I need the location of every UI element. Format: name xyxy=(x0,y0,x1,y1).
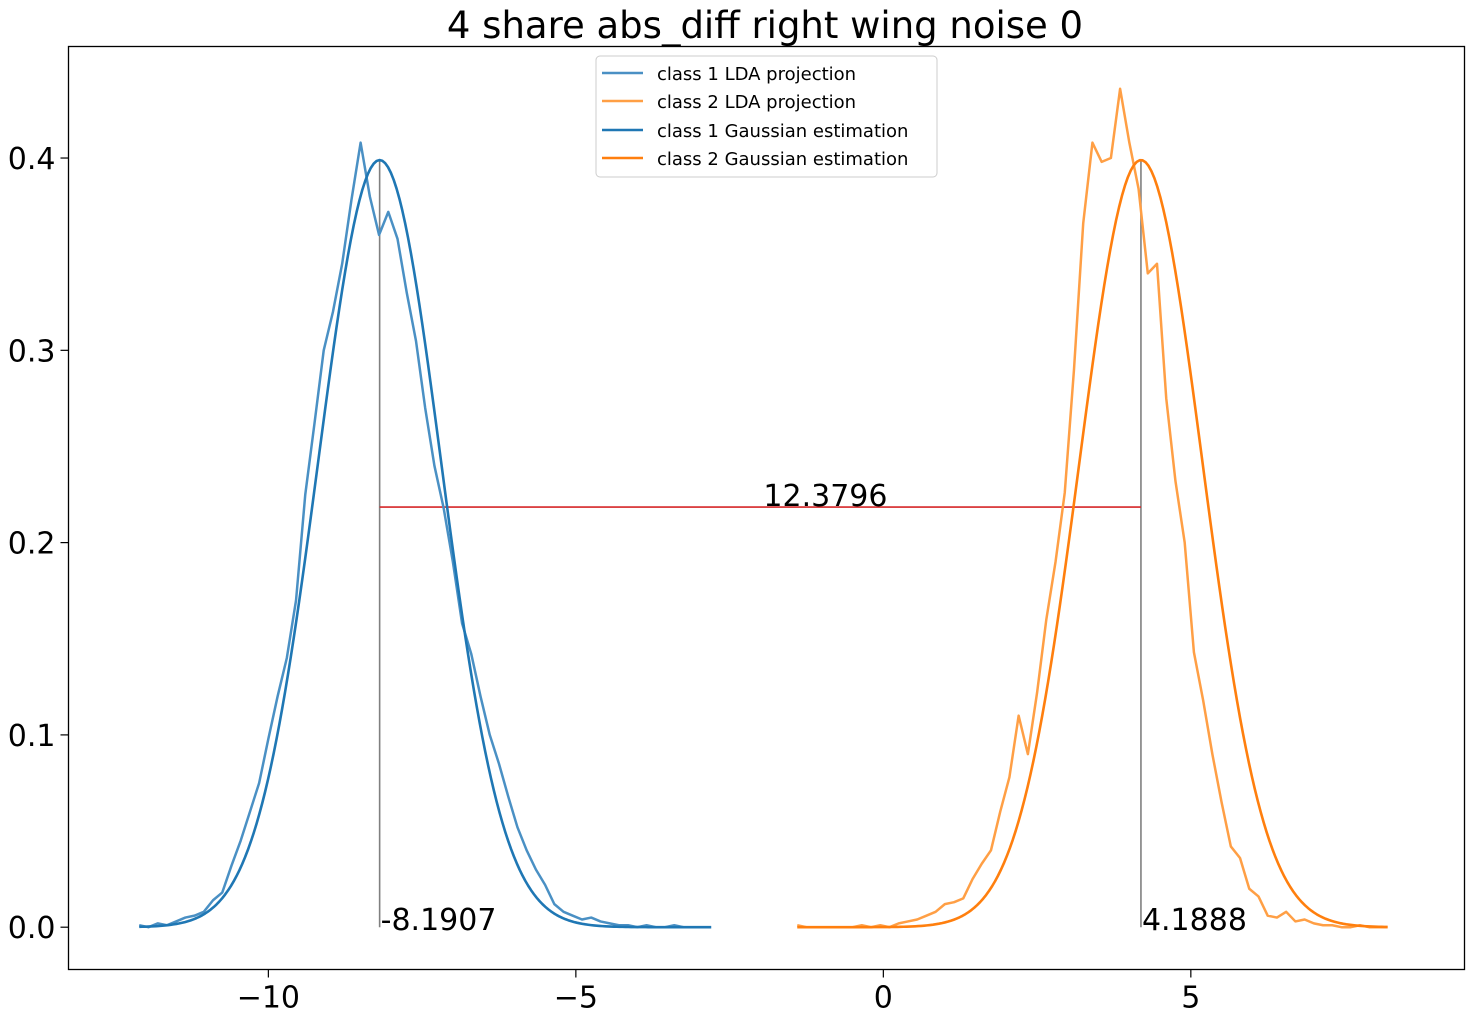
series-line-class2-lda xyxy=(796,87,1388,929)
annotation-class2-mean: 4.1888 xyxy=(1142,903,1247,938)
x-tick-label: −10 xyxy=(237,981,300,1016)
chart-title: 4 share abs_diff right wing noise 0 xyxy=(447,4,1083,47)
legend: class 1 LDA projection class 2 LDA proje… xyxy=(595,55,938,178)
series-line-class1-gauss xyxy=(139,158,712,929)
y-tick-label: 0.0 xyxy=(8,911,56,946)
series-line-class1-lda xyxy=(138,141,712,929)
legend-box xyxy=(595,55,938,178)
axes-frame xyxy=(67,45,1466,971)
annotation-distance: 12.3796 xyxy=(763,479,887,514)
legend-label-class2-lda: class 2 LDA projection xyxy=(657,92,856,113)
x-tick-label: 0 xyxy=(874,981,893,1016)
axis-ticks: −10 −5 0 5 0.0 0.1 0.2 0.3 0.4 xyxy=(8,142,1201,1015)
series-line-class2-gauss xyxy=(797,158,1388,929)
legend-label-class1-gauss: class 1 Gaussian estimation xyxy=(657,121,908,142)
x-tick-label: 5 xyxy=(1181,981,1200,1016)
y-tick-label: 0.3 xyxy=(8,334,56,369)
y-tick-label: 0.4 xyxy=(8,142,56,177)
y-tick-label: 0.1 xyxy=(8,719,56,754)
annotation-class1-mean: -8.1907 xyxy=(381,903,497,938)
x-tick-label: −5 xyxy=(554,981,598,1016)
legend-label-class2-gauss: class 2 Gaussian estimation xyxy=(657,149,908,170)
legend-label-class1-lda: class 1 LDA projection xyxy=(657,64,856,85)
plot-area: -8.1907 4.1888 12.3796 xyxy=(138,87,1388,938)
y-tick-label: 0.2 xyxy=(8,527,56,562)
